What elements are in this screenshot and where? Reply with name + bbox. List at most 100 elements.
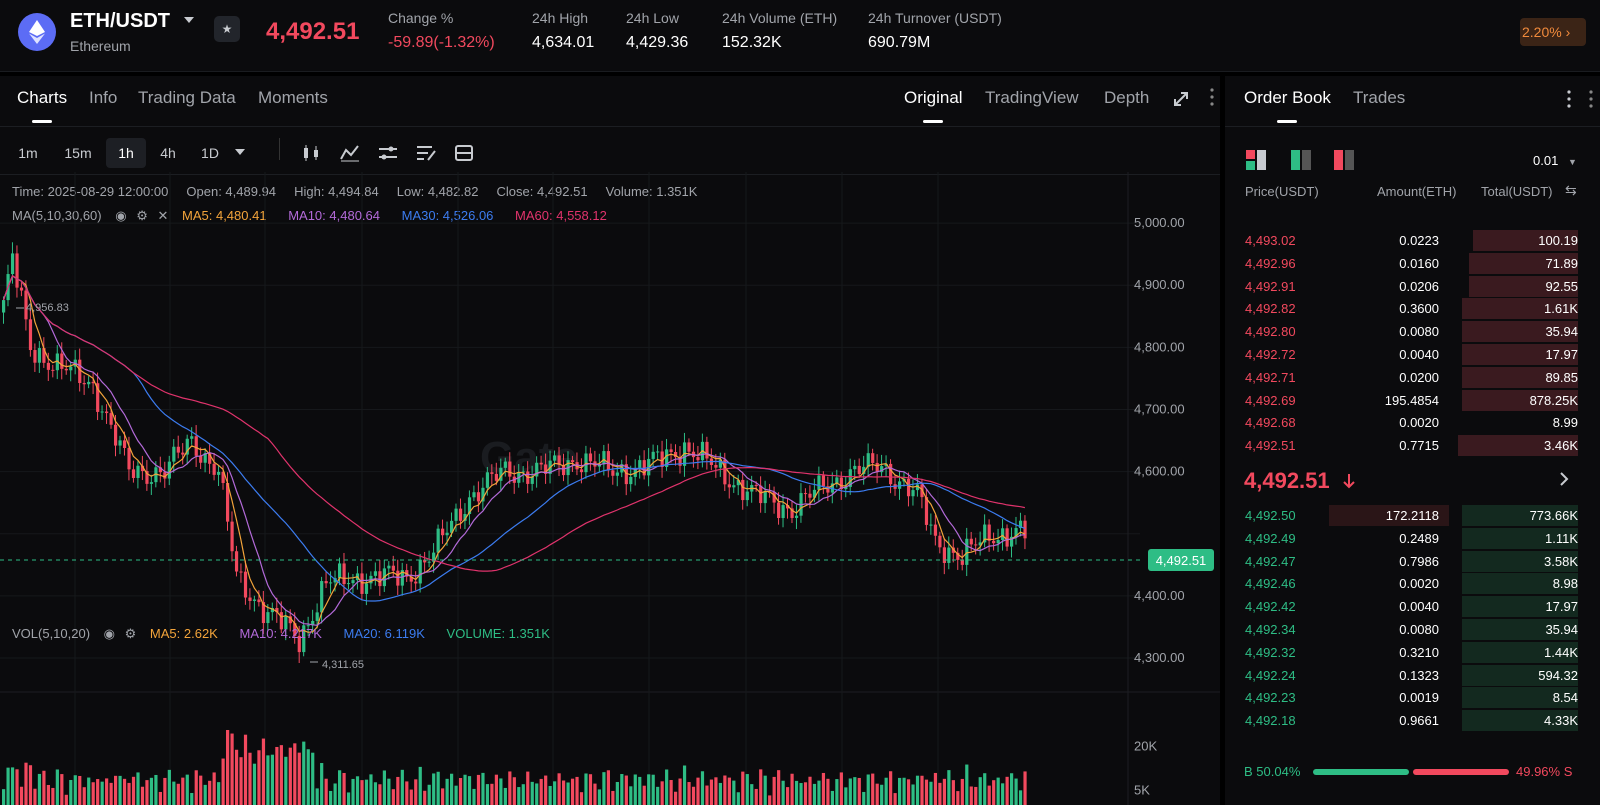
view-both-icon[interactable] — [1246, 150, 1268, 170]
more-icon[interactable] — [1565, 88, 1573, 110]
indicator-icon[interactable] — [340, 144, 360, 162]
current-price-tag — [1148, 549, 1214, 571]
tab-tradingview[interactable]: TradingView — [985, 88, 1079, 107]
volume-bar — [436, 771, 440, 805]
volume-bar — [736, 792, 740, 805]
settings-sliders-icon[interactable] — [378, 144, 398, 162]
pair-name[interactable]: ETH/USDT — [70, 10, 170, 32]
orderbook-row[interactable]: 4,492.82 0.3600 1.61K — [1225, 297, 1600, 320]
orderbook-row[interactable]: 4,492.18 0.9661 4.33K — [1225, 709, 1600, 732]
row-total: 3.58K — [1544, 553, 1578, 569]
more-icon[interactable] — [1587, 88, 1595, 110]
expand-icon[interactable] — [1172, 90, 1190, 108]
candle-body — [588, 453, 593, 462]
gear-icon[interactable]: ⚙ — [136, 208, 148, 223]
chevron-right-icon[interactable] — [1559, 472, 1569, 486]
volume-bar — [338, 770, 342, 805]
timeframe-1m[interactable]: 1m — [18, 145, 38, 161]
row-total: 8.99 — [1552, 415, 1578, 431]
volume-bar — [217, 782, 221, 805]
view-bids-icon[interactable] — [1291, 150, 1313, 170]
tab-info[interactable]: Info — [89, 88, 118, 107]
eye-icon[interactable]: ◉ — [103, 626, 116, 641]
orderbook-row[interactable]: 4,492.32 0.3210 1.44K — [1225, 641, 1600, 663]
tab-trading-data[interactable]: Trading Data — [138, 88, 236, 107]
orderbook-row[interactable]: 4,492.71 0.0200 89.85 — [1225, 366, 1600, 388]
volume-bar — [172, 781, 176, 805]
layout-icon[interactable] — [454, 144, 474, 162]
orderbook-row[interactable]: 4,493.02 0.0223 100.19 — [1225, 229, 1600, 251]
volume-bar — [960, 778, 964, 805]
orderbook-row[interactable]: 4,492.42 0.0040 17.97 — [1225, 595, 1600, 618]
close-icon[interactable]: ✕ — [157, 208, 169, 223]
orderbook-row[interactable]: 4,492.23 0.0019 8.54 — [1225, 686, 1600, 709]
orderbook-row[interactable]: 4,492.91 0.0206 92.55 — [1225, 275, 1600, 297]
volume-bar — [481, 772, 485, 805]
row-price: 4,492.82 — [1245, 301, 1296, 317]
orderbook-row[interactable]: 4,492.69 195.4854 878.25K — [1225, 389, 1600, 411]
volume-bar — [261, 738, 266, 805]
tab-moments[interactable]: Moments — [258, 88, 328, 107]
row-price: 4,492.18 — [1245, 713, 1296, 729]
candlestick-icon[interactable] — [302, 144, 322, 162]
tab-order-book[interactable]: Order Book — [1244, 88, 1331, 123]
chevron-right-icon: › — [1565, 24, 1571, 40]
candle-body — [427, 561, 431, 563]
candle-body — [642, 460, 646, 476]
gear-icon[interactable]: ⚙ — [124, 626, 137, 641]
candle-body — [696, 457, 700, 461]
draw-tool-icon[interactable] — [416, 144, 436, 162]
price-chart[interactable]: Gate 4,492.51 4,956.83 4,311.65 5,000.00… — [0, 172, 1220, 805]
tab-depth[interactable]: Depth — [1104, 88, 1150, 107]
candle-body — [346, 583, 351, 585]
swap-icon[interactable]: ⇆ — [1565, 182, 1577, 198]
depth-bar — [1461, 527, 1578, 549]
orderbook-row[interactable]: 4,492.24 0.1323 594.32 — [1225, 664, 1600, 686]
volume-bar — [499, 778, 503, 805]
orderbook-row[interactable]: 4,492.51 0.7715 3.46K — [1225, 434, 1600, 457]
volume-bar — [718, 782, 722, 805]
orderbook-row[interactable]: 4,492.80 0.0080 35.94 — [1225, 320, 1600, 343]
orderbook-row[interactable]: 4,492.72 0.0040 17.97 — [1225, 343, 1600, 365]
orderbook-row[interactable]: 4,492.46 0.0020 8.98 — [1225, 572, 1600, 595]
volume-bar — [145, 780, 149, 805]
view-asks-icon[interactable] — [1334, 150, 1356, 170]
candle-body — [360, 573, 364, 594]
row-price: 4,492.91 — [1245, 278, 1296, 294]
orderbook-row[interactable]: 4,492.34 0.0080 35.94 — [1225, 618, 1600, 640]
tab-trades[interactable]: Trades — [1353, 88, 1406, 107]
more-icon[interactable] — [1208, 86, 1216, 108]
orderbook-row[interactable]: 4,492.50 172.2118 773.66K — [1225, 504, 1600, 526]
volume-bar — [857, 777, 861, 805]
star-icon[interactable]: ★ — [214, 16, 240, 42]
precision-select[interactable]: 0.01 ▼ — [1533, 153, 1577, 168]
chevron-down-icon[interactable] — [234, 147, 246, 157]
candle-body — [145, 471, 149, 484]
orderbook-row[interactable]: 4,492.47 0.7986 3.58K — [1225, 550, 1600, 572]
orderbook-row[interactable]: 4,492.68 0.0020 8.99 — [1225, 411, 1600, 433]
timeframe-15m[interactable]: 15m — [64, 145, 92, 161]
row-total: 89.85 — [1545, 369, 1578, 385]
timeframe-1d[interactable]: 1D — [201, 145, 219, 161]
tab-charts[interactable]: Charts — [17, 88, 68, 123]
orderbook-row[interactable]: 4,492.49 0.2489 1.11K — [1225, 527, 1600, 549]
candle-body — [714, 464, 718, 468]
volume-bar — [727, 777, 731, 805]
vol-label: VOL(5,10,20) — [12, 626, 91, 641]
candle-body — [158, 467, 162, 473]
orderbook-row[interactable]: 4,492.96 0.0160 71.89 — [1225, 252, 1600, 274]
candle-body — [624, 464, 628, 485]
candle-body — [279, 612, 283, 630]
promo-pill[interactable]: 2.20% › — [1520, 18, 1586, 46]
tab-original[interactable]: Original — [904, 88, 963, 123]
candle-body — [974, 544, 978, 546]
row-total: 3.46K — [1544, 438, 1578, 454]
row-price: 4,492.71 — [1245, 369, 1296, 385]
volume-bar — [866, 774, 870, 805]
chevron-down-icon[interactable] — [184, 17, 194, 23]
timeframe-1h[interactable]: 1h — [106, 138, 146, 168]
candle-body — [656, 451, 660, 453]
eye-icon[interactable]: ◉ — [115, 208, 127, 223]
candle-body — [338, 563, 342, 579]
timeframe-4h[interactable]: 4h — [160, 145, 176, 161]
